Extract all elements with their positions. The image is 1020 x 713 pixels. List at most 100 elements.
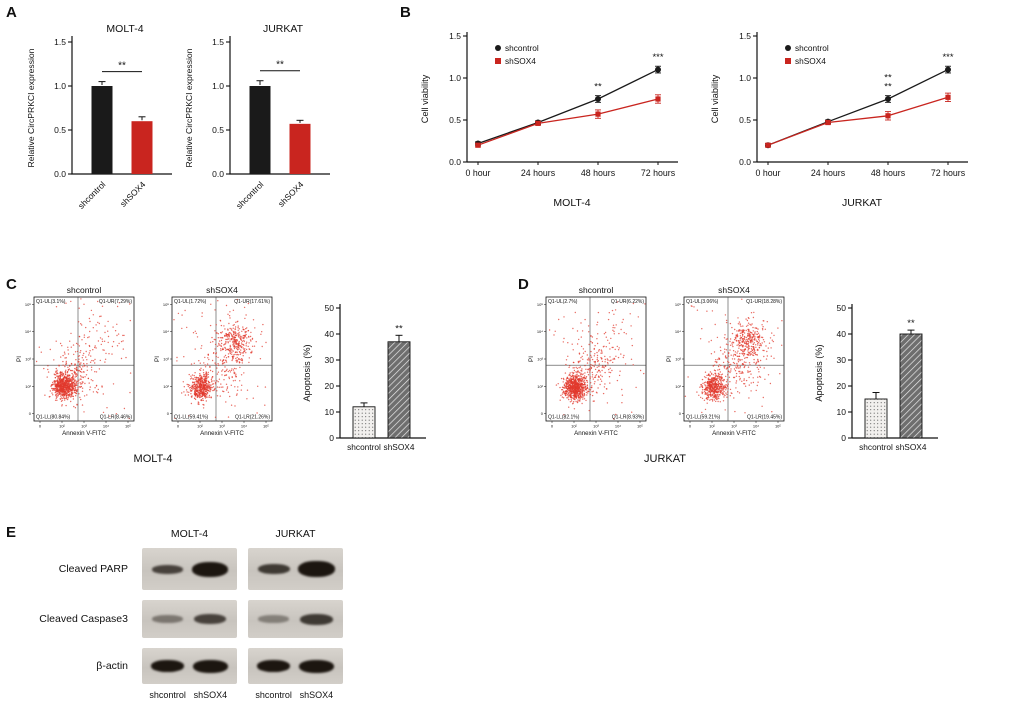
svg-text:shSOX4: shSOX4 <box>276 179 306 209</box>
svg-text:Q1-UR(17.61%): Q1-UR(17.61%) <box>234 299 270 305</box>
svg-text:0: 0 <box>689 424 692 429</box>
svg-text:72 hours: 72 hours <box>641 168 676 178</box>
svg-text:10⁵: 10⁵ <box>125 424 131 429</box>
svg-text:MOLT-4: MOLT-4 <box>553 197 590 209</box>
svg-text:10³: 10³ <box>593 424 599 429</box>
panel-label-d: D <box>518 276 529 293</box>
panel-label-a: A <box>6 4 17 21</box>
svg-text:Q1-UL(3.06%): Q1-UL(3.06%) <box>686 299 719 305</box>
svg-text:PI: PI <box>16 356 23 362</box>
svg-text:Q1-UR(18.28%): Q1-UR(18.28%) <box>746 299 782 305</box>
svg-text:shSOX4: shSOX4 <box>206 285 238 295</box>
svg-text:10⁴: 10⁴ <box>163 329 169 334</box>
svg-text:20: 20 <box>325 381 335 391</box>
svg-text:10³: 10³ <box>25 357 31 362</box>
blot-image <box>248 600 343 638</box>
svg-text:Q1-LR(21.26%): Q1-LR(21.26%) <box>235 415 270 421</box>
svg-text:10²: 10² <box>571 424 577 429</box>
svg-text:10²: 10² <box>197 424 203 429</box>
svg-text:72 hours: 72 hours <box>931 168 966 178</box>
svg-text:50: 50 <box>837 303 847 313</box>
protein-band <box>299 659 334 673</box>
svg-text:10⁴: 10⁴ <box>615 424 621 429</box>
svg-text:Annexin V-FITC: Annexin V-FITC <box>574 430 618 437</box>
svg-text:JURKAT: JURKAT <box>842 197 883 209</box>
protein-band <box>256 660 291 672</box>
svg-text:10³: 10³ <box>163 357 169 362</box>
svg-text:Q1-LR(8.46%): Q1-LR(8.46%) <box>100 415 133 421</box>
panel-label-c: C <box>6 276 17 293</box>
svg-text:0: 0 <box>177 424 180 429</box>
svg-text:Relative CircPRKCI expression: Relative CircPRKCI expression <box>26 48 36 167</box>
svg-text:0.5: 0.5 <box>739 115 751 125</box>
protein-band <box>194 614 227 624</box>
blot-col-header: JURKAT <box>275 528 316 540</box>
svg-text:Apoptosis (%): Apoptosis (%) <box>814 344 824 401</box>
svg-text:10⁵: 10⁵ <box>25 302 31 307</box>
blot-image <box>142 648 237 684</box>
svg-text:48 hours: 48 hours <box>581 168 616 178</box>
svg-text:Q1-LL(82.1%): Q1-LL(82.1%) <box>548 415 580 421</box>
svg-text:Q1-UL(2.7%): Q1-UL(2.7%) <box>548 299 578 305</box>
svg-text:10⁵: 10⁵ <box>637 424 643 429</box>
svg-text:10⁴: 10⁴ <box>25 329 31 334</box>
svg-text:shcontrol: shcontrol <box>76 179 108 211</box>
svg-text:0: 0 <box>841 433 846 443</box>
svg-text:shcontrol: shcontrol <box>579 285 614 295</box>
svg-text:30: 30 <box>837 355 847 365</box>
svg-text:Annexin V-FITC: Annexin V-FITC <box>200 430 244 437</box>
svg-text:shSOX4: shSOX4 <box>384 442 415 452</box>
svg-text:24 hours: 24 hours <box>521 168 556 178</box>
svg-text:PI: PI <box>154 356 161 362</box>
svg-text:20: 20 <box>837 381 847 391</box>
svg-text:shSOX4: shSOX4 <box>896 442 927 452</box>
blot-row-label: Cleaved Caspase3 <box>39 613 128 625</box>
svg-text:Cell viability: Cell viability <box>710 74 720 123</box>
svg-text:***: *** <box>942 52 953 63</box>
svg-text:Q1-LL(59.21%): Q1-LL(59.21%) <box>686 415 721 421</box>
svg-text:50: 50 <box>325 303 335 313</box>
svg-text:Annexin V-FITC: Annexin V-FITC <box>62 430 106 437</box>
svg-text:10²: 10² <box>537 384 543 389</box>
svg-text:shSOX4: shSOX4 <box>505 56 536 66</box>
svg-text:PI: PI <box>666 356 673 362</box>
svg-text:10²: 10² <box>163 384 169 389</box>
svg-text:**: ** <box>276 60 284 71</box>
svg-text:10³: 10³ <box>81 424 87 429</box>
bar-chart-circprkci-molt4: MOLT-4 0.0 0.5 1.0 1.5 shcontrol shSOX4 ** Relat… <box>26 23 172 211</box>
svg-text:Q1-UR(7.29%): Q1-UR(7.29%) <box>99 299 132 305</box>
svg-text:Q1-UL(3.1%): Q1-UL(3.1%) <box>36 299 66 305</box>
svg-text:Apoptosis (%): Apoptosis (%) <box>302 344 312 401</box>
protein-band <box>152 615 183 623</box>
svg-text:10⁴: 10⁴ <box>675 329 681 334</box>
svg-text:10: 10 <box>837 407 847 417</box>
svg-text:shcontrol: shcontrol <box>505 43 539 53</box>
svg-text:Q1-LL(59.41%): Q1-LL(59.41%) <box>174 415 209 421</box>
svg-text:10⁴: 10⁴ <box>537 329 543 334</box>
svg-text:0: 0 <box>551 424 554 429</box>
svg-text:Q1-LL(80.84%): Q1-LL(80.84%) <box>36 415 71 421</box>
protein-band <box>300 613 333 625</box>
bar-chart-circprkci-jurkat: JURKAT 0.0 0.5 1.0 1.5 shcontrol shSOX4 ** Relat… <box>184 23 330 211</box>
svg-text:48 hours: 48 hours <box>871 168 906 178</box>
svg-text:10⁵: 10⁵ <box>537 302 543 307</box>
blot-image <box>248 548 343 590</box>
svg-text:1.0: 1.0 <box>54 81 66 91</box>
svg-text:shcontrol: shcontrol <box>795 43 829 53</box>
panel-c-cell-line-label: MOLT-4 <box>133 453 173 465</box>
svg-text:0: 0 <box>679 411 682 416</box>
svg-text:JURKAT: JURKAT <box>263 23 304 35</box>
line-chart-viability-molt4: 0.0 0.5 1.0 1.5 0 hour 24 hours 48 hours 72 hou… <box>420 31 678 209</box>
svg-text:0: 0 <box>167 411 170 416</box>
svg-text:Q1-LR(8.93%): Q1-LR(8.93%) <box>612 415 645 421</box>
svg-text:**: ** <box>118 61 126 72</box>
svg-text:10³: 10³ <box>731 424 737 429</box>
svg-text:shSOX4: shSOX4 <box>118 179 148 209</box>
svg-text:0.5: 0.5 <box>54 125 66 135</box>
protein-band <box>150 660 185 672</box>
svg-text:0.0: 0.0 <box>212 169 224 179</box>
svg-text:Relative CircPRKCI expression: Relative CircPRKCI expression <box>184 48 194 167</box>
svg-text:0 hour: 0 hour <box>756 168 781 178</box>
